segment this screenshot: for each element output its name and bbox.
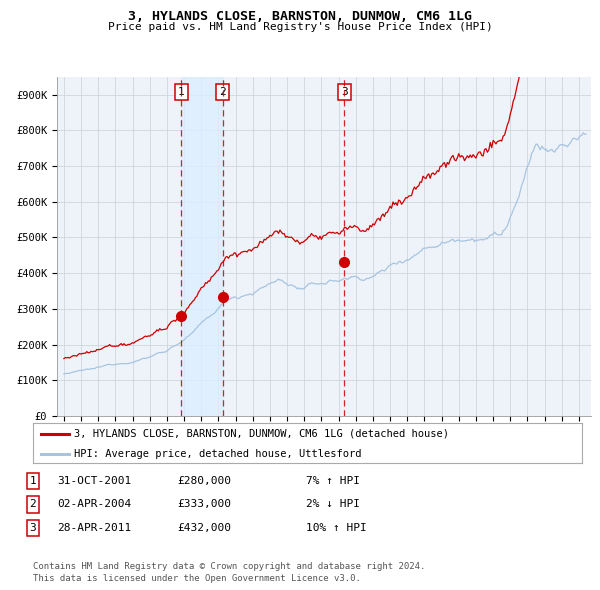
Text: Price paid vs. HM Land Registry's House Price Index (HPI): Price paid vs. HM Land Registry's House …: [107, 22, 493, 32]
Text: 3, HYLANDS CLOSE, BARNSTON, DUNMOW, CM6 1LG (detached house): 3, HYLANDS CLOSE, BARNSTON, DUNMOW, CM6 …: [74, 429, 449, 439]
Text: 31-OCT-2001: 31-OCT-2001: [57, 476, 131, 486]
Text: 7% ↑ HPI: 7% ↑ HPI: [306, 476, 360, 486]
Text: 3: 3: [341, 87, 347, 97]
Text: £280,000: £280,000: [177, 476, 231, 486]
Text: 2: 2: [29, 500, 37, 509]
Bar: [181, 77, 223, 416]
Text: 28-APR-2011: 28-APR-2011: [57, 523, 131, 533]
Text: This data is licensed under the Open Government Licence v3.0.: This data is licensed under the Open Gov…: [33, 573, 361, 583]
Text: 2% ↓ HPI: 2% ↓ HPI: [306, 500, 360, 509]
Text: Contains HM Land Registry data © Crown copyright and database right 2024.: Contains HM Land Registry data © Crown c…: [33, 562, 425, 571]
Text: 1: 1: [178, 87, 185, 97]
Text: 10% ↑ HPI: 10% ↑ HPI: [306, 523, 367, 533]
Text: £333,000: £333,000: [177, 500, 231, 509]
Text: 1: 1: [29, 476, 37, 486]
Text: £432,000: £432,000: [177, 523, 231, 533]
Text: 2: 2: [220, 87, 226, 97]
Text: 3, HYLANDS CLOSE, BARNSTON, DUNMOW, CM6 1LG: 3, HYLANDS CLOSE, BARNSTON, DUNMOW, CM6 …: [128, 10, 472, 23]
Text: 3: 3: [29, 523, 37, 533]
Text: HPI: Average price, detached house, Uttlesford: HPI: Average price, detached house, Uttl…: [74, 448, 362, 458]
Text: 02-APR-2004: 02-APR-2004: [57, 500, 131, 509]
